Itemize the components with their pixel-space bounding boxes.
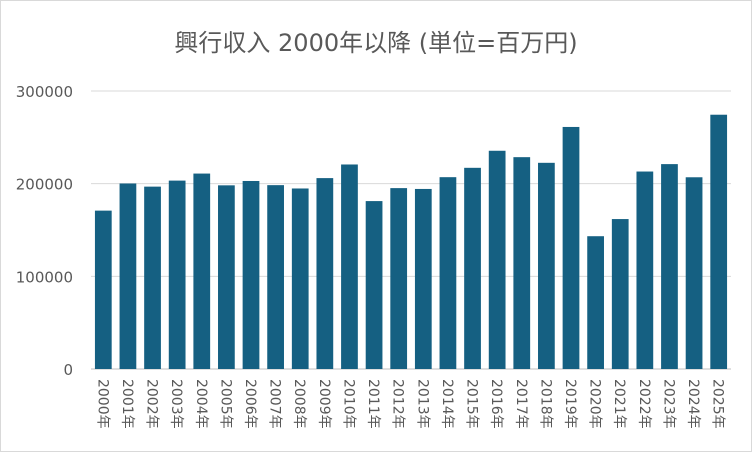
y-tick-label-3: 300000	[16, 83, 73, 101]
x-tick-label-10: 2010年	[340, 379, 356, 429]
x-tick-label-6: 2006年	[242, 379, 258, 429]
x-tick-label-2: 2002年	[144, 379, 160, 429]
x-tick-label-25: 2025年	[710, 379, 726, 429]
bar-2023年	[661, 164, 678, 369]
bar-2022年	[636, 171, 654, 369]
x-tick-label-7: 2007年	[267, 379, 283, 429]
bar-2015年	[464, 167, 481, 369]
chart-title: 興行収入 2000年以降 (単位=百万円)	[174, 29, 578, 57]
x-tick-label-5: 2005年	[217, 379, 233, 429]
x-tick-label-9: 2009年	[316, 379, 332, 429]
x-tick-label-4: 2004年	[193, 379, 209, 429]
bar-2011年	[365, 201, 383, 369]
x-tick-label-1: 2001年	[119, 379, 135, 429]
x-tick-label-17: 2017年	[513, 379, 529, 429]
x-tick-label-15: 2015年	[464, 379, 480, 429]
bar-2006年	[242, 180, 260, 369]
x-tick-label-18: 2018年	[537, 379, 553, 429]
bar-2004年	[193, 173, 211, 369]
x-tick-label-23: 2023年	[660, 379, 676, 429]
bar-2021年	[611, 219, 629, 369]
bar-2013年	[414, 188, 432, 369]
bar-2000年	[94, 210, 112, 369]
bar-2019年	[562, 126, 580, 369]
bar-2017年	[513, 157, 531, 369]
x-tick-label-24: 2024年	[685, 379, 701, 429]
bar-2010年	[341, 164, 358, 369]
bar-2005年	[218, 185, 235, 369]
y-tick-label-0: 0	[63, 361, 73, 379]
bar-2014年	[439, 177, 457, 369]
x-tick-label-8: 2008年	[291, 379, 307, 429]
x-tick-label-0: 2000年	[94, 379, 110, 429]
x-tick-label-19: 2019年	[562, 379, 578, 429]
bar-2007年	[267, 185, 284, 369]
x-tick-label-12: 2012年	[390, 379, 406, 429]
bar-2020年	[587, 236, 604, 369]
x-tick-label-21: 2021年	[611, 379, 627, 429]
x-tick-label-3: 2003年	[168, 379, 184, 429]
bar-2008年	[291, 188, 309, 369]
y-tick-label-1: 100000	[16, 268, 73, 286]
x-tick-label-20: 2020年	[587, 379, 603, 429]
x-tick-label-16: 2016年	[488, 379, 504, 429]
bar-2003年	[168, 180, 186, 369]
x-tick-label-13: 2013年	[414, 379, 430, 429]
y-tick-label-2: 200000	[16, 176, 73, 194]
bar-2016年	[488, 150, 506, 369]
bar-2009年	[316, 178, 334, 369]
bar-2018年	[538, 162, 555, 369]
bar-2001年	[119, 183, 137, 369]
bar-2002年	[144, 186, 161, 369]
bar-2024年	[685, 177, 703, 369]
bar-2025年	[710, 114, 728, 370]
bar-2012年	[390, 188, 408, 369]
x-tick-label-22: 2022年	[636, 379, 652, 429]
x-tick-label-11: 2011年	[365, 379, 381, 429]
x-tick-label-14: 2014年	[439, 379, 455, 429]
